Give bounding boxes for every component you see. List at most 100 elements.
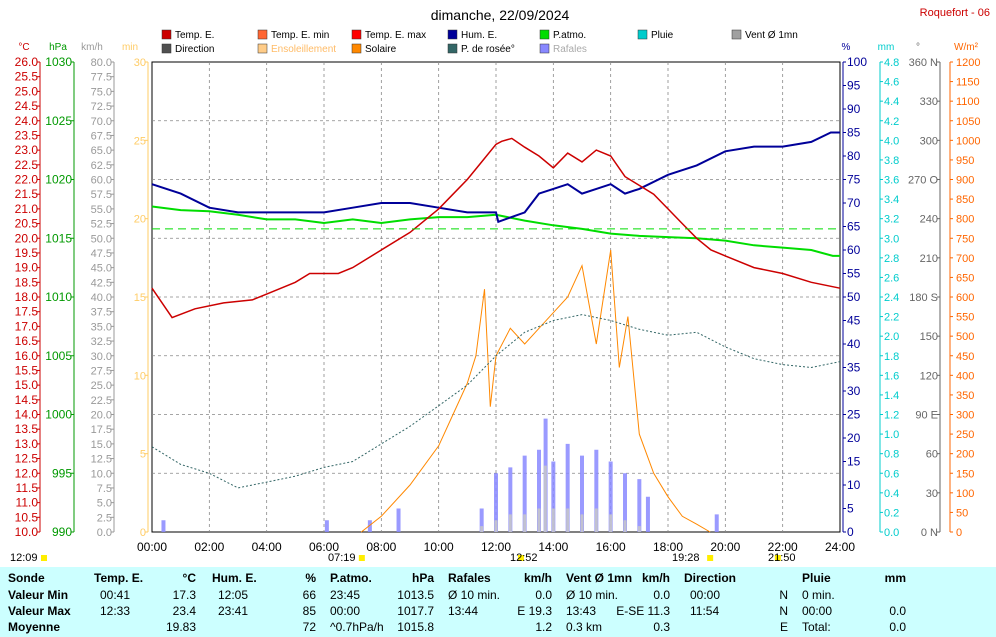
axis-wm2-tick-label: 1200 [956,57,980,69]
table-cell: 12:05 [218,588,249,602]
legend-swatch [161,43,172,54]
x-tick-label: 12:00 [481,540,511,554]
axis-deg-tick-label: 300 [920,135,938,147]
axis-wm2-tick-label: 600 [956,292,974,304]
axis-kmh-tick-label: 0.0 [97,527,112,539]
legend-label: P.atmo. [553,30,586,41]
table-cell: 12:33 [100,604,131,618]
table-cell: 72 [302,620,316,634]
table-cell: Ø 10 min. [448,588,501,602]
axis-kmh-tick-label: 20.0 [91,410,112,422]
axis-deg-tick-label: 150 [920,331,938,343]
table-cell: Pluie [802,571,831,585]
table-cell: 0 min. [802,588,835,602]
axis-temp-tick-label: 13.0 [15,437,39,451]
weather-chart: dimanche, 22/09/2024 Roquefort - 06 Temp… [10,7,990,564]
table-cell: 0.3 [653,620,670,634]
table-cell: Direction [684,571,737,585]
bar-vent-1mn [551,508,555,532]
axis-unit-labels: °C hPa km/h min% mm ° W/m² [18,42,978,53]
axis-hpa-tick-label: 1005 [45,349,72,363]
marker-dot [358,555,365,561]
axis-hpa-tick-label: 1015 [45,231,72,245]
axis-mm-tick-label: 4.6 [884,77,899,89]
axis-temp-tick-label: 11.5 [16,481,39,495]
table-cell: 23:45 [330,588,361,602]
axis-pct-tick-label: 0 [847,525,854,539]
axis-mm-tick-label: 2.6 [884,272,899,284]
axis-mm-tick-label: 1.0 [884,429,899,441]
axis-mm-tick-label: 2.4 [884,292,899,304]
table-cell: 17.3 [172,588,196,602]
axis-mm-tick-label: 0.2 [884,507,899,519]
axis-temp-tick-label: 24.5 [15,99,39,113]
axis-mm-tick-label: 0.0 [884,527,899,539]
axis-mm-tick-label: 3.8 [884,155,899,167]
axis-deg-tick-label: 60 [926,449,938,461]
legend-label: Temp. E. [175,30,214,41]
table-cell: 85 [302,604,316,618]
axis-pct-tick-label: 100 [847,55,867,69]
axis-mm-tick-label: 3.4 [884,194,899,206]
bar-rafales [522,455,527,532]
bar-rafales [645,496,650,532]
axis-kmh-tick-label: 77.5 [91,72,112,84]
table-cell: 13:43 [566,604,597,618]
line-rosee [151,314,841,489]
axis-wm2-tick-label: 950 [956,155,974,167]
legend-swatch [539,43,550,54]
table-cell: km/h [641,571,670,585]
marker-time-t1: 12:09 [10,552,38,564]
axis-pct-tick-label: 30 [847,384,861,398]
axis-kmh-tick-label: 67.5 [91,130,112,142]
axis-temp-tick-label: 20.5 [15,217,39,231]
axis-mm-tick-label: 3.2 [884,214,899,226]
axis-wm2-tick-label: 350 [956,390,974,402]
axis-deg-tick-label: 210 [920,253,938,265]
bar-vent-1mn [609,514,613,532]
axis-hpa-tick-label: 1030 [45,55,72,69]
axis-temp-tick-label: 17.5 [15,305,39,319]
axis-kmh-tick-label: 42.5 [91,277,112,289]
legend-swatch [447,43,458,54]
axis-pct-tick-label: 5 [847,502,854,516]
legend-swatch [731,29,742,40]
axis-kmh-tick-label: 15.0 [91,439,112,451]
axis-kmh-tick-label: 10.0 [91,468,112,480]
axis-kmh-tick-label: 17.5 [91,424,112,436]
bar-rafales [580,455,584,532]
axis-pct-tick-label: 10 [847,478,861,492]
x-tick-label: 20:00 [710,540,740,554]
axis-kmh-tick-label: 32.5 [91,336,112,348]
table-cell: 0.0 [889,620,906,634]
bar-rafales [537,449,541,532]
axis-temp-tick-label: 23.5 [15,128,39,142]
table-cell: N [779,588,788,602]
axis-unit-hpa: hPa [49,42,67,53]
axis-temp-tick-label: 22.0 [15,173,39,187]
axis-kmh-tick-label: 35.0 [91,321,112,333]
axis-pct-tick-label: 25 [847,408,861,422]
chart-title: dimanche, 22/09/2024 [431,7,570,23]
axis-pct-tick-label: 35 [847,361,861,375]
summary-table: Sonde Temp. E. °C Hum. E.% P.atmo. hPa Rafales… [0,567,996,637]
bar-vent-1mn [494,520,498,532]
axis-wm2-tick-label: 750 [956,233,974,245]
axis-hpa-tick-label: 1010 [45,290,72,304]
marker-dot [707,555,714,561]
axis-kmh-tick-label: 40.0 [91,292,112,304]
bar-rafales [508,467,513,532]
table-cell: Hum. E. [212,571,257,585]
legend-swatch [257,43,268,54]
axis-kmh-tick-label: 47.5 [91,248,112,260]
axis-temp-tick-label: 18.0 [15,290,39,304]
bar-vent-1mn [637,526,641,532]
axis-deg-tick-label: 240 [920,214,938,226]
axis-kmh-tick-label: 80.0 [91,57,112,69]
bar-vent-1mn [623,520,627,532]
legend-label: Temp. E. min [271,30,329,41]
axis-temp-tick-label: 24.0 [15,114,39,128]
legend-label: Temp. E. max [365,30,426,41]
axis-mm-tick-label: 4.4 [884,96,899,108]
table-cell: ^0.7hPa/h [330,620,384,634]
